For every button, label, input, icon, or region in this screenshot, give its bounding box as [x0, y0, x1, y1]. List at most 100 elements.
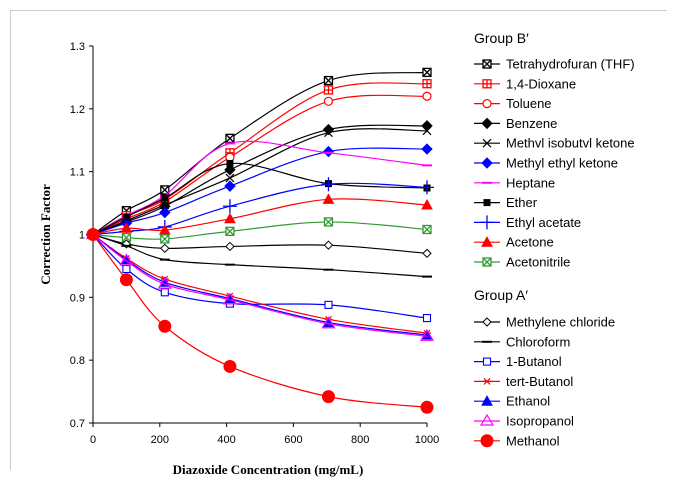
series-line [92, 198, 428, 236]
legend-label: Ethyl acetate [506, 215, 581, 230]
legend-item: Ether [474, 195, 538, 210]
data-point-cross [324, 76, 333, 86]
legend-item: Acetone [474, 235, 554, 250]
data-point-cross [422, 67, 432, 77]
x-tick-label: 0 [90, 434, 96, 446]
data-point [122, 265, 131, 274]
legend-marker [481, 157, 493, 169]
y-tick-label: 0.9 [70, 292, 85, 304]
data-point [157, 276, 172, 289]
series-10 [88, 217, 432, 244]
data-point [122, 213, 130, 221]
data-point [324, 300, 333, 309]
y-tick-label: 0.7 [70, 418, 85, 430]
data-point [422, 314, 432, 323]
data-point [226, 159, 234, 167]
data-point [86, 228, 100, 241]
data-point [324, 128, 333, 138]
y-tick-label: 0.8 [70, 355, 85, 367]
legend-group-title: Group B′ [474, 30, 529, 46]
series-line [92, 71, 428, 235]
legend-item: Ethanol [474, 394, 550, 409]
legend-item: 1,4-Dioxane [474, 76, 576, 91]
legend-item: Heptane [474, 175, 555, 190]
x-axis-title: Diazoxide Concentration (mg/mL) [173, 462, 364, 477]
data-point [422, 248, 432, 259]
axes: 0.7 0.8 0.9 1 1.1 1.2 1.3 0 200 400 600 800 1000 Diaz… [38, 41, 439, 477]
legend-label: 1,4-Dioxane [506, 76, 576, 91]
legend-item: Chloroform [474, 334, 570, 349]
series-line [92, 234, 428, 334]
legend-label: Acetonitrile [506, 255, 570, 270]
legend-item: Methanol [474, 433, 560, 448]
legend-marker [481, 395, 493, 406]
legend-label: Tetrahydrofuran (THF) [506, 57, 635, 72]
data-point [422, 126, 432, 136]
data-point [224, 212, 236, 224]
x-tick-label: 200 [151, 434, 169, 446]
data-point [160, 288, 169, 297]
legend-label: Methyl ethyl ketone [506, 156, 618, 171]
legend-item: Ethyl acetate [474, 215, 581, 230]
legend-marker [481, 236, 493, 247]
legend-label: 1-Butanol [506, 354, 562, 369]
legend-marker-cross [482, 257, 492, 267]
data-point-cross [422, 225, 432, 234]
data-point [421, 143, 433, 155]
data-point [323, 96, 334, 106]
data-point [422, 91, 432, 101]
legend-item: Methyl ethyl ketone [474, 156, 618, 171]
data-point [321, 390, 335, 404]
legend-marker [482, 357, 492, 366]
data-point [224, 180, 236, 192]
data-point [158, 319, 172, 333]
legend-marker [480, 434, 494, 448]
legend-group-title: Group A′ [474, 287, 528, 303]
data-point [419, 329, 435, 341]
series-line [92, 234, 428, 336]
x-tick-label: 600 [284, 434, 302, 446]
data-point [321, 316, 336, 329]
y-tick-label: 1.1 [70, 167, 85, 179]
data-point [321, 177, 336, 192]
legend-label: Methylene chloride [506, 315, 615, 330]
legend-item: Methvl isobutvl ketone [474, 136, 635, 151]
series-line [92, 147, 428, 236]
series-14 [89, 231, 431, 337]
data-point [224, 164, 236, 176]
series-11 [88, 229, 432, 259]
data-point-cross [160, 185, 170, 195]
legend-item: Tetrahydrofuran (THF) [474, 57, 635, 72]
series-9 [87, 193, 433, 239]
data-point [420, 400, 434, 414]
y-tick-label: 1 [79, 230, 85, 242]
data-point [421, 198, 433, 210]
series-17 [86, 228, 434, 414]
data-point-cross [121, 233, 131, 243]
series-12 [88, 233, 432, 278]
legend-label: Acetone [506, 235, 554, 250]
legend-item: Benzene [474, 116, 557, 131]
series-line [92, 234, 428, 337]
legend-marker [483, 377, 491, 385]
legend-marker [483, 199, 491, 207]
series-4 [88, 126, 432, 239]
data-point [119, 273, 133, 287]
data-point [160, 243, 170, 254]
legend-marker [481, 117, 493, 130]
x-tick-label: 1000 [415, 434, 439, 446]
data-point [161, 194, 169, 202]
data-point [420, 180, 434, 195]
legend-item: Toluene [474, 96, 552, 111]
series-line [92, 233, 428, 254]
legend-item: Acetonitrile [474, 255, 570, 270]
legend-label: Chloroform [506, 334, 570, 349]
data-point [222, 292, 237, 305]
legend-label: Heptane [506, 175, 555, 190]
series-layer [85, 67, 435, 414]
legend-label: Ethanol [506, 394, 550, 409]
data-point [160, 200, 170, 210]
legend-marker-cross [482, 59, 492, 69]
legend-marker [480, 215, 494, 230]
